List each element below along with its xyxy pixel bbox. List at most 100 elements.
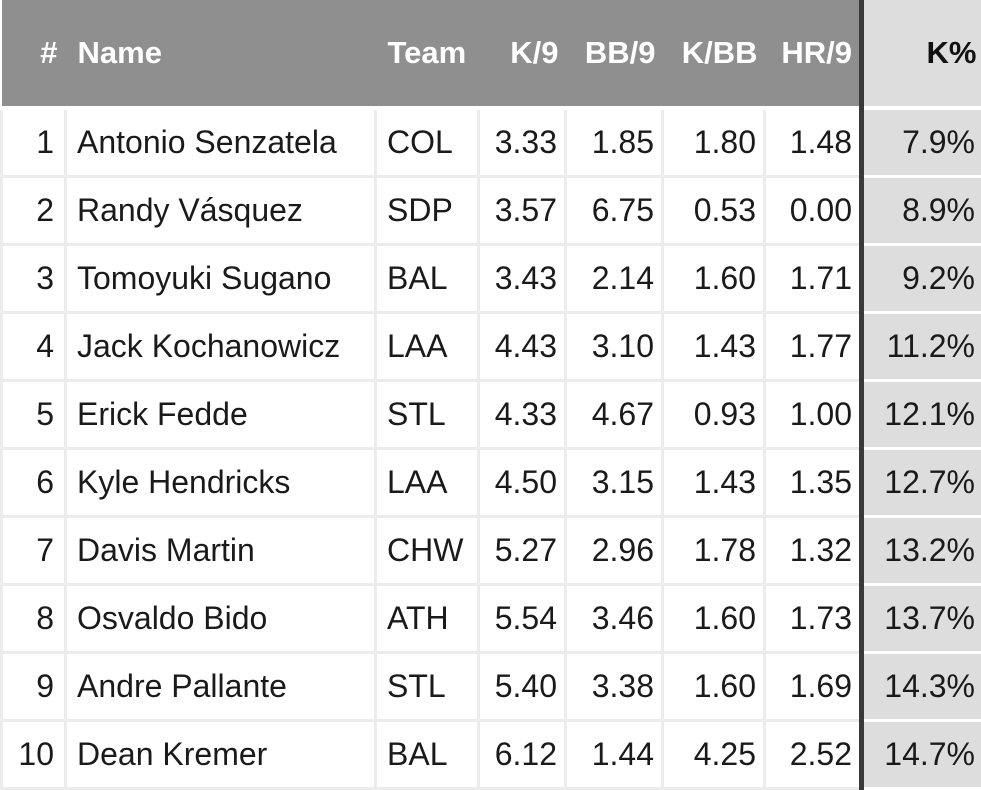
hr9-cell: 1.32 bbox=[765, 516, 862, 584]
column-header-hr9[interactable]: HR/9 bbox=[765, 0, 862, 108]
hr9-cell: 1.71 bbox=[765, 244, 862, 312]
hr9-cell: 1.69 bbox=[765, 652, 862, 720]
column-header-kbb[interactable]: K/BB bbox=[663, 0, 765, 108]
bb9-cell: 6.75 bbox=[566, 176, 663, 244]
pitcher-name-cell: Jack Kochanowicz bbox=[66, 312, 376, 380]
header-row: # Name Team K/9 BB/9 K/BB HR/9 K% bbox=[2, 0, 981, 108]
hr9-cell: 1.35 bbox=[765, 448, 862, 516]
team-cell: CHW bbox=[376, 516, 479, 584]
pitcher-name-cell: Antonio Senzatela bbox=[66, 108, 376, 176]
team-cell: BAL bbox=[376, 244, 479, 312]
kbb-cell: 1.60 bbox=[663, 244, 765, 312]
team-cell: STL bbox=[376, 652, 479, 720]
hr9-cell: 1.77 bbox=[765, 312, 862, 380]
kbb-cell: 1.43 bbox=[663, 448, 765, 516]
pitcher-name-cell: Tomoyuki Sugano bbox=[66, 244, 376, 312]
kbb-cell: 1.43 bbox=[663, 312, 765, 380]
kpct-cell: 7.9% bbox=[862, 108, 981, 176]
bb9-cell: 1.85 bbox=[566, 108, 663, 176]
team-cell: BAL bbox=[376, 720, 479, 788]
rank-cell: 9 bbox=[2, 652, 66, 720]
k9-cell: 5.27 bbox=[479, 516, 566, 584]
hr9-cell: 1.73 bbox=[765, 584, 862, 652]
kpct-cell: 12.7% bbox=[862, 448, 981, 516]
pitcher-name-cell: Erick Fedde bbox=[66, 380, 376, 448]
kpct-cell: 8.9% bbox=[862, 176, 981, 244]
kbb-cell: 1.80 bbox=[663, 108, 765, 176]
bb9-cell: 2.96 bbox=[566, 516, 663, 584]
rank-cell: 2 bbox=[2, 176, 66, 244]
kbb-cell: 1.60 bbox=[663, 584, 765, 652]
hr9-cell: 1.48 bbox=[765, 108, 862, 176]
bb9-cell: 3.10 bbox=[566, 312, 663, 380]
k9-cell: 3.33 bbox=[479, 108, 566, 176]
kpct-cell: 12.1% bbox=[862, 380, 981, 448]
rank-cell: 7 bbox=[2, 516, 66, 584]
kpct-cell: 14.7% bbox=[862, 720, 981, 788]
column-header-k9[interactable]: K/9 bbox=[479, 0, 566, 108]
bb9-cell: 2.14 bbox=[566, 244, 663, 312]
team-cell: LAA bbox=[376, 448, 479, 516]
k9-cell: 3.43 bbox=[479, 244, 566, 312]
k9-cell: 6.12 bbox=[479, 720, 566, 788]
pitcher-name-cell: Davis Martin bbox=[66, 516, 376, 584]
k9-cell: 4.50 bbox=[479, 448, 566, 516]
pitcher-name-cell: Dean Kremer bbox=[66, 720, 376, 788]
rank-cell: 4 bbox=[2, 312, 66, 380]
rank-cell: 3 bbox=[2, 244, 66, 312]
rank-cell: 10 bbox=[2, 720, 66, 788]
rank-cell: 1 bbox=[2, 108, 66, 176]
hr9-cell: 0.00 bbox=[765, 176, 862, 244]
kpct-cell: 13.2% bbox=[862, 516, 981, 584]
rank-cell: 8 bbox=[2, 584, 66, 652]
column-header-name[interactable]: Name bbox=[66, 0, 376, 108]
pitcher-name-cell: Andre Pallante bbox=[66, 652, 376, 720]
kbb-cell: 0.53 bbox=[663, 176, 765, 244]
column-header-bb9[interactable]: BB/9 bbox=[566, 0, 663, 108]
rank-cell: 5 bbox=[2, 380, 66, 448]
team-cell: LAA bbox=[376, 312, 479, 380]
hr9-cell: 1.00 bbox=[765, 380, 862, 448]
kpct-cell: 9.2% bbox=[862, 244, 981, 312]
bb9-cell: 3.15 bbox=[566, 448, 663, 516]
kbb-cell: 4.25 bbox=[663, 720, 765, 788]
kpct-cell: 11.2% bbox=[862, 312, 981, 380]
kbb-cell: 1.78 bbox=[663, 516, 765, 584]
team-cell: STL bbox=[376, 380, 479, 448]
k9-cell: 3.57 bbox=[479, 176, 566, 244]
bb9-cell: 4.67 bbox=[566, 380, 663, 448]
k9-cell: 5.54 bbox=[479, 584, 566, 652]
kpct-cell: 13.7% bbox=[862, 584, 981, 652]
bb9-cell: 1.44 bbox=[566, 720, 663, 788]
kbb-cell: 0.93 bbox=[663, 380, 765, 448]
bb9-cell: 3.46 bbox=[566, 584, 663, 652]
team-cell: ATH bbox=[376, 584, 479, 652]
rank-cell: 6 bbox=[2, 448, 66, 516]
pitcher-name-cell: Randy Vásquez bbox=[66, 176, 376, 244]
team-cell: COL bbox=[376, 108, 479, 176]
k9-cell: 4.33 bbox=[479, 380, 566, 448]
column-header-rank[interactable]: # bbox=[2, 0, 66, 108]
k9-cell: 5.40 bbox=[479, 652, 566, 720]
pitcher-name-cell: Osvaldo Bido bbox=[66, 584, 376, 652]
hr9-cell: 2.52 bbox=[765, 720, 862, 788]
column-header-kpct[interactable]: K% bbox=[862, 0, 981, 108]
column-header-team[interactable]: Team bbox=[376, 0, 479, 108]
pitcher-name-cell: Kyle Hendricks bbox=[66, 448, 376, 516]
bb9-cell: 3.38 bbox=[566, 652, 663, 720]
kbb-cell: 1.60 bbox=[663, 652, 765, 720]
kpct-cell: 14.3% bbox=[862, 652, 981, 720]
team-cell: SDP bbox=[376, 176, 479, 244]
